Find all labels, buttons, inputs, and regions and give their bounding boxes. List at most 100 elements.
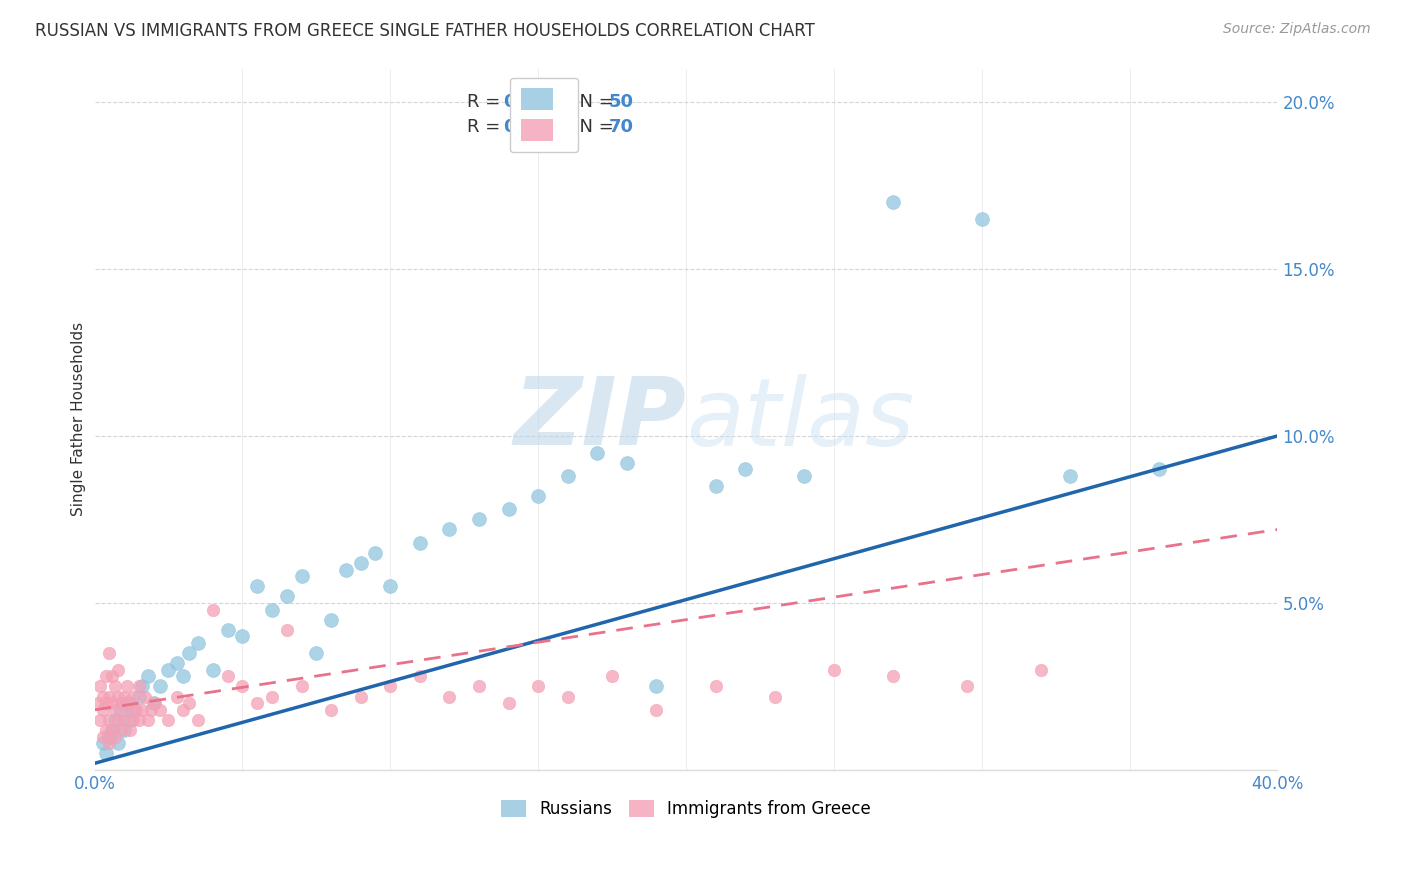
Point <box>187 713 209 727</box>
Point <box>600 669 623 683</box>
Text: ZIP: ZIP <box>513 373 686 466</box>
Point <box>763 690 786 704</box>
Point <box>139 703 162 717</box>
Point <box>231 680 253 694</box>
Point <box>142 696 165 710</box>
Point <box>93 690 115 704</box>
Point <box>364 546 387 560</box>
Point <box>704 680 727 694</box>
Point <box>956 680 979 694</box>
Text: 70: 70 <box>609 118 634 136</box>
Text: N =: N = <box>568 93 619 112</box>
Text: 0.193: 0.193 <box>503 118 560 136</box>
Point <box>498 502 520 516</box>
Point <box>793 469 815 483</box>
Point <box>122 690 145 704</box>
Point <box>110 703 132 717</box>
Point <box>98 736 121 750</box>
Point <box>231 629 253 643</box>
Point <box>122 703 145 717</box>
Point <box>468 512 491 526</box>
Point <box>260 602 283 616</box>
Text: RUSSIAN VS IMMIGRANTS FROM GREECE SINGLE FATHER HOUSEHOLDS CORRELATION CHART: RUSSIAN VS IMMIGRANTS FROM GREECE SINGLE… <box>35 22 815 40</box>
Point <box>645 680 668 694</box>
Point <box>136 713 159 727</box>
Point <box>645 703 668 717</box>
Text: 0.654: 0.654 <box>503 93 560 112</box>
Point <box>134 690 156 704</box>
Point <box>112 690 135 704</box>
Legend: Russians, Immigrants from Greece: Russians, Immigrants from Greece <box>495 793 877 825</box>
Point <box>136 669 159 683</box>
Point <box>122 713 145 727</box>
Point <box>112 713 135 727</box>
Point <box>187 636 209 650</box>
Point <box>704 479 727 493</box>
Point <box>98 713 121 727</box>
Point <box>439 690 461 704</box>
Text: Source: ZipAtlas.com: Source: ZipAtlas.com <box>1223 22 1371 37</box>
Point <box>409 536 432 550</box>
Point <box>527 680 550 694</box>
Point <box>101 669 124 683</box>
Point <box>1059 469 1081 483</box>
Point <box>1029 663 1052 677</box>
Point <box>131 703 153 717</box>
Point <box>409 669 432 683</box>
Point <box>107 663 129 677</box>
Point <box>115 696 138 710</box>
Text: 50: 50 <box>609 93 634 112</box>
Point <box>290 680 312 694</box>
Point <box>246 696 269 710</box>
Point <box>616 456 638 470</box>
Point <box>586 445 609 459</box>
Point <box>380 579 402 593</box>
Text: R =: R = <box>467 118 512 136</box>
Point <box>823 663 845 677</box>
Point <box>110 723 132 737</box>
Point <box>246 579 269 593</box>
Point <box>107 736 129 750</box>
Point <box>149 703 172 717</box>
Point <box>112 723 135 737</box>
Point <box>321 613 343 627</box>
Point <box>498 696 520 710</box>
Point <box>125 703 148 717</box>
Point <box>96 747 118 761</box>
Point <box>557 469 579 483</box>
Point <box>335 563 357 577</box>
Point <box>96 669 118 683</box>
Point <box>149 680 172 694</box>
Point <box>86 696 108 710</box>
Point <box>276 589 298 603</box>
Point <box>217 669 239 683</box>
Point <box>166 656 188 670</box>
Point <box>104 680 127 694</box>
Point <box>93 703 115 717</box>
Point <box>172 669 194 683</box>
Point <box>734 462 756 476</box>
Text: R =: R = <box>467 93 506 112</box>
Point <box>179 696 201 710</box>
Text: N =: N = <box>568 118 619 136</box>
Point <box>107 713 129 727</box>
Point <box>120 696 142 710</box>
Point <box>557 690 579 704</box>
Point <box>104 730 127 744</box>
Point <box>107 690 129 704</box>
Point <box>527 489 550 503</box>
Point <box>128 690 150 704</box>
Point <box>93 736 115 750</box>
Point <box>970 211 993 226</box>
Point <box>96 696 118 710</box>
Point <box>350 690 373 704</box>
Point <box>172 703 194 717</box>
Point <box>110 696 132 710</box>
Point <box>468 680 491 694</box>
Point <box>201 602 224 616</box>
Point <box>1147 462 1170 476</box>
Point <box>120 713 142 727</box>
Y-axis label: Single Father Households: Single Father Households <box>72 322 86 516</box>
Point <box>104 703 127 717</box>
Point <box>89 713 111 727</box>
